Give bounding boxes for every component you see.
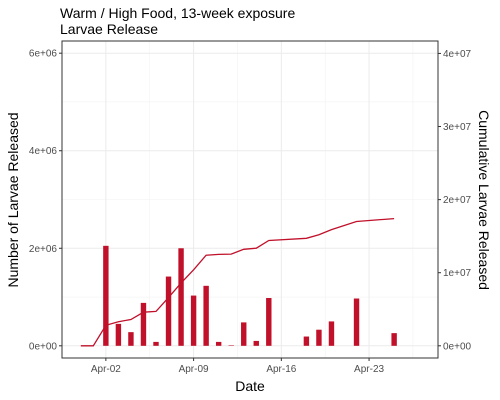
chart-title: Warm / High Food, 13-week exposure xyxy=(60,5,295,21)
bar xyxy=(140,302,147,346)
y2-axis-title: Cumulative Larvae Released xyxy=(476,110,492,290)
bar xyxy=(253,340,259,346)
y2-tick-label: 3e+07 xyxy=(443,122,472,133)
bar xyxy=(203,285,209,346)
y-tick-label: 2e+06 xyxy=(29,244,58,255)
bar xyxy=(115,323,122,346)
bar xyxy=(353,298,360,346)
bar xyxy=(128,332,134,346)
x-axis: Apr-02 Apr-09 Apr-16 Apr-23 xyxy=(91,358,385,375)
bar xyxy=(103,245,109,346)
y2-tick-label: 0e+00 xyxy=(443,341,472,352)
y-axis-title: Number of Larvae Released xyxy=(5,112,21,287)
bar xyxy=(266,298,272,346)
chart-subtitle: Larvae Release xyxy=(60,21,158,37)
x-tick-label: Apr-02 xyxy=(91,364,121,375)
bar xyxy=(391,333,397,346)
cumulative-line xyxy=(80,217,395,347)
bar xyxy=(178,248,184,346)
bar xyxy=(190,295,197,346)
bar xyxy=(303,336,310,346)
bar xyxy=(241,322,247,346)
bar xyxy=(165,276,172,346)
bar xyxy=(215,341,222,346)
y-tick-label: 4e+06 xyxy=(29,146,58,157)
y-axis-right: 0e+00 1e+07 2e+07 3e+07 4e+07 xyxy=(438,49,472,352)
y-axis-left: 0e+00 2e+06 4e+06 6e+06 xyxy=(29,49,62,352)
x-tick-label: Apr-23 xyxy=(354,364,384,375)
bars xyxy=(103,245,397,346)
bar xyxy=(328,321,335,346)
x-axis-title: Date xyxy=(235,378,265,394)
y-tick-label: 6e+06 xyxy=(29,49,58,60)
y2-tick-label: 2e+07 xyxy=(443,195,472,206)
x-tick-label: Apr-16 xyxy=(266,364,296,375)
bar xyxy=(153,341,159,346)
y2-tick-label: 4e+07 xyxy=(443,49,472,60)
bar xyxy=(316,329,322,346)
y2-tick-label: 1e+07 xyxy=(443,268,472,279)
x-tick-label: Apr-09 xyxy=(179,364,209,375)
y-tick-label: 0e+00 xyxy=(29,341,58,352)
